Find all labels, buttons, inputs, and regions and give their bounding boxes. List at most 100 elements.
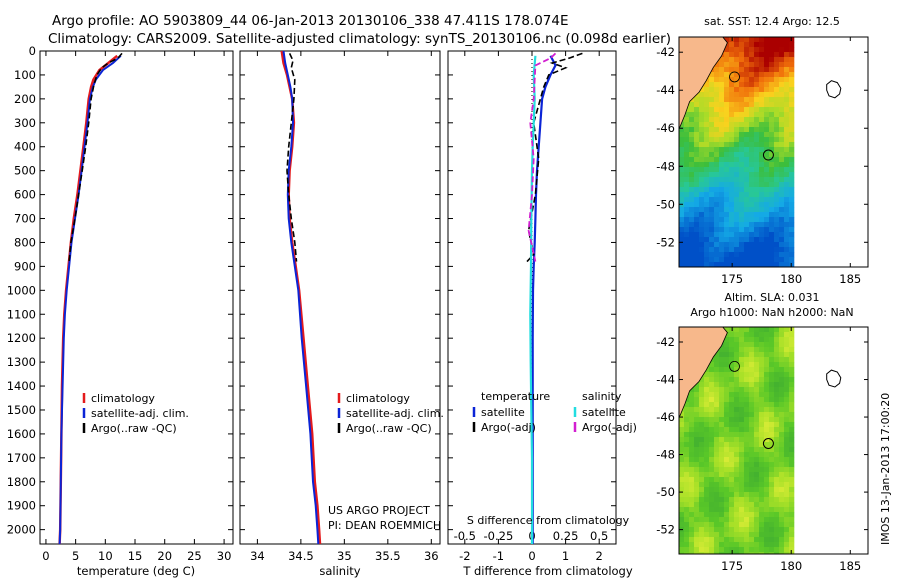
map-cell [684, 162, 690, 168]
map-cell [789, 247, 795, 253]
map-cell [729, 197, 735, 203]
map-cell [739, 227, 745, 233]
map-cell [754, 167, 760, 173]
map-cell [784, 537, 790, 543]
map-cell [789, 177, 795, 183]
map-cell [719, 532, 725, 538]
map-cell [779, 442, 785, 448]
map-cell [709, 162, 715, 168]
map-cell [789, 257, 795, 263]
map-cell [754, 202, 760, 208]
map-cell [754, 552, 760, 554]
map-cell [764, 372, 770, 378]
map-cell [774, 67, 780, 73]
map-cell [789, 102, 795, 108]
map-cell [739, 457, 745, 463]
profile-marker [762, 438, 774, 450]
map-cell [739, 187, 745, 193]
map-cell [679, 537, 685, 543]
map-cell [749, 117, 755, 123]
y-tick-label: 100 [14, 68, 36, 82]
map-cell [724, 507, 730, 513]
map-cell [699, 112, 705, 118]
map-cell [744, 72, 750, 78]
map-cell [739, 197, 745, 203]
map-cell [779, 152, 785, 158]
map-cell [739, 137, 745, 143]
map-cell [709, 397, 715, 403]
map-cell [714, 247, 720, 253]
map-cell [774, 492, 780, 498]
map-cell [704, 487, 710, 493]
map-cell [694, 452, 700, 458]
x-tick-label: 36 [424, 549, 439, 563]
map-cell [734, 442, 740, 448]
map-cell [729, 487, 735, 493]
map-cell [684, 477, 690, 483]
map-cell [774, 397, 780, 403]
map-cell [729, 262, 735, 267]
y-tick-label: 2000 [7, 523, 36, 537]
map-cell [699, 247, 705, 253]
map-cell [719, 207, 725, 213]
map-cell [689, 422, 695, 428]
map-cell [779, 227, 785, 233]
x-tick-label-top: -0.5 [454, 529, 476, 543]
map-cell [699, 522, 705, 528]
map-cell [714, 402, 720, 408]
map-cell [684, 212, 690, 218]
map-cell [714, 542, 720, 548]
map-cell [699, 182, 705, 188]
map-cell [769, 497, 775, 503]
map-cell [764, 477, 770, 483]
map-cell [719, 252, 725, 258]
map-cell [724, 352, 730, 358]
map-cell [789, 332, 795, 338]
map-cell [694, 177, 700, 183]
map-cell [679, 487, 685, 493]
map-cell [734, 157, 740, 163]
map-cell [779, 412, 785, 418]
y-tick-label: 1200 [7, 331, 36, 345]
map-cell [699, 512, 705, 518]
map-cell [699, 252, 705, 258]
map-cell [779, 232, 785, 238]
map-cell [774, 412, 780, 418]
map-cell [694, 162, 700, 168]
project-annotation: US ARGO PROJECT [328, 504, 430, 517]
map-cell [734, 212, 740, 218]
map-cell [784, 217, 790, 223]
map-cell [724, 197, 730, 203]
map-cell [784, 262, 790, 267]
map-cell [709, 202, 715, 208]
map-cell [784, 332, 790, 338]
map-cell [719, 232, 725, 238]
map-cell [699, 157, 705, 163]
map-cell [729, 152, 735, 158]
map-cell [779, 462, 785, 468]
map-cell [699, 107, 705, 113]
map-cell [764, 387, 770, 393]
map-cell [684, 467, 690, 473]
map-cell [714, 127, 720, 133]
map-cell [769, 372, 775, 378]
map-cell [694, 457, 700, 463]
map-cell [789, 357, 795, 363]
map-cell [689, 472, 695, 478]
map-cell [689, 532, 695, 538]
map-cell [789, 482, 795, 488]
map-cell [694, 447, 700, 453]
map-cell [684, 447, 690, 453]
map-cell [749, 362, 755, 368]
map-cell [744, 377, 750, 383]
map-cell [769, 367, 775, 373]
map-cell [769, 387, 775, 393]
map-cell [779, 82, 785, 88]
map-cell [719, 457, 725, 463]
map-cell [774, 102, 780, 108]
map-cell [774, 172, 780, 178]
map-cell [699, 262, 705, 267]
map-cell [789, 227, 795, 233]
map-cell [694, 442, 700, 448]
